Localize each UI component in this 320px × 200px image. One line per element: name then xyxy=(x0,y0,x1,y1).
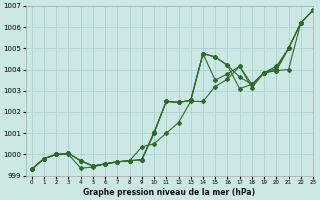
X-axis label: Graphe pression niveau de la mer (hPa): Graphe pression niveau de la mer (hPa) xyxy=(83,188,255,197)
